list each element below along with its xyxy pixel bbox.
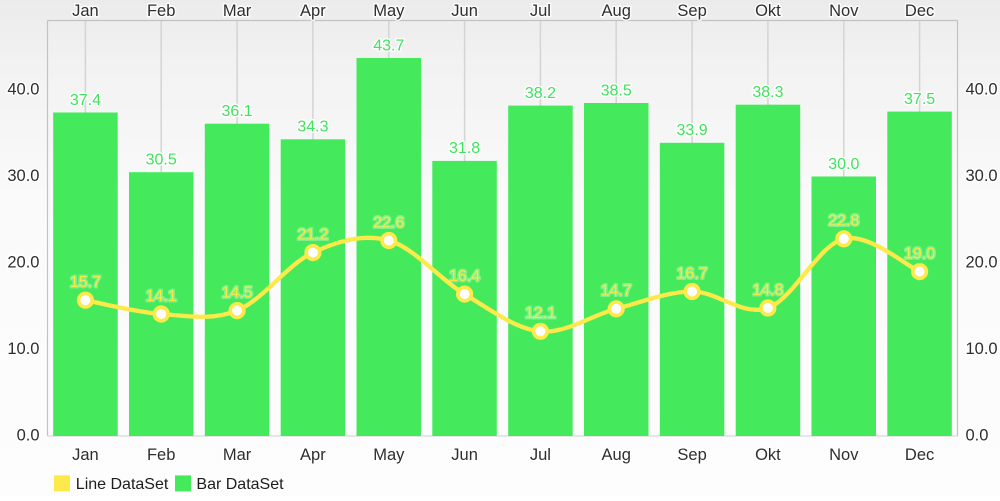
svg-text:Sep: Sep [677, 446, 706, 464]
svg-text:May: May [373, 2, 405, 20]
svg-text:Bar DataSet: Bar DataSet [196, 476, 284, 493]
svg-text:33.9: 33.9 [677, 122, 708, 139]
svg-text:38.2: 38.2 [525, 85, 556, 102]
svg-text:38.5: 38.5 [601, 82, 632, 99]
svg-text:40.0: 40.0 [7, 81, 39, 99]
svg-text:40.0: 40.0 [966, 81, 998, 99]
svg-text:22.8: 22.8 [828, 213, 859, 230]
svg-text:Jul: Jul [530, 2, 551, 20]
svg-text:30.5: 30.5 [146, 152, 177, 169]
svg-text:12.1: 12.1 [525, 305, 556, 322]
svg-text:Jun: Jun [451, 446, 478, 464]
svg-text:38.3: 38.3 [752, 84, 783, 101]
svg-text:Line DataSet: Line DataSet [76, 476, 169, 493]
svg-text:30.0: 30.0 [966, 167, 998, 185]
svg-text:31.8: 31.8 [449, 140, 480, 157]
svg-text:Nov: Nov [829, 446, 859, 464]
svg-text:Feb: Feb [147, 2, 175, 20]
svg-text:Apr: Apr [300, 2, 326, 20]
svg-text:Dec: Dec [905, 2, 934, 20]
svg-text:Feb: Feb [147, 446, 175, 464]
svg-text:Jan: Jan [72, 2, 99, 20]
svg-text:30.0: 30.0 [7, 167, 39, 185]
svg-text:37.5: 37.5 [904, 91, 935, 108]
svg-text:Mar: Mar [223, 2, 252, 20]
svg-text:Dec: Dec [905, 446, 934, 464]
svg-text:May: May [373, 446, 405, 464]
svg-text:0.0: 0.0 [17, 427, 40, 445]
svg-text:22.6: 22.6 [373, 214, 404, 231]
svg-text:19.0: 19.0 [904, 246, 935, 263]
svg-text:0.0: 0.0 [966, 427, 989, 445]
svg-text:30.0: 30.0 [828, 156, 859, 173]
svg-text:Nov: Nov [829, 2, 859, 20]
svg-text:Aug: Aug [602, 2, 631, 20]
svg-text:10.0: 10.0 [7, 340, 39, 358]
svg-text:Mar: Mar [223, 446, 252, 464]
svg-text:14.7: 14.7 [601, 283, 632, 300]
svg-text:14.1: 14.1 [146, 288, 177, 305]
svg-text:20.0: 20.0 [966, 254, 998, 272]
svg-text:43.7: 43.7 [373, 37, 404, 54]
svg-text:Sep: Sep [677, 2, 706, 20]
svg-text:36.1: 36.1 [222, 103, 253, 120]
svg-text:Jan: Jan [72, 446, 99, 464]
svg-text:16.7: 16.7 [677, 265, 708, 282]
svg-text:20.0: 20.0 [7, 254, 39, 272]
svg-text:Jun: Jun [451, 2, 478, 20]
svg-text:15.7: 15.7 [70, 274, 101, 291]
svg-text:14.5: 14.5 [222, 285, 253, 302]
svg-text:Okt: Okt [755, 2, 781, 20]
svg-text:Okt: Okt [755, 446, 781, 464]
svg-text:21.2: 21.2 [297, 227, 328, 244]
svg-text:Apr: Apr [300, 446, 326, 464]
svg-text:10.0: 10.0 [966, 340, 998, 358]
svg-text:16.4: 16.4 [449, 268, 480, 285]
svg-text:Aug: Aug [602, 446, 631, 464]
svg-text:Jul: Jul [530, 446, 551, 464]
svg-text:34.3: 34.3 [297, 119, 328, 136]
svg-text:37.4: 37.4 [70, 92, 101, 109]
svg-text:14.8: 14.8 [752, 282, 783, 299]
